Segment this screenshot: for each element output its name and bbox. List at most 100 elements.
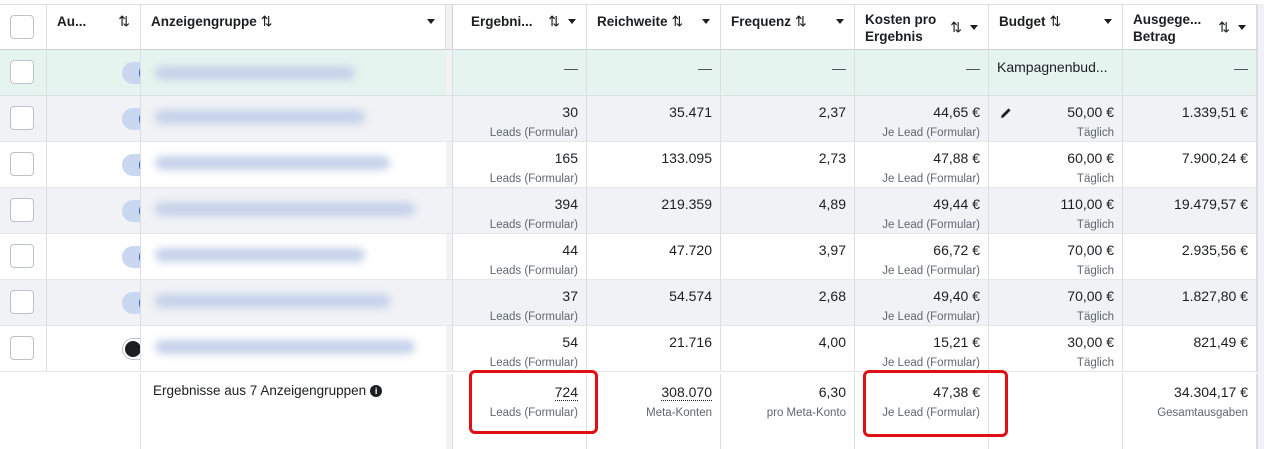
reach-cell: 133.095	[587, 142, 721, 187]
delivery-toggle[interactable]	[122, 154, 140, 176]
chevron-down-icon[interactable]	[427, 19, 435, 24]
budget-cell[interactable]: 50,00 € Täglich	[989, 96, 1123, 141]
sort-icon[interactable]: ⇅	[548, 13, 560, 29]
adset-name-blurred[interactable]	[141, 96, 446, 141]
cost-cell: 44,65 € Je Lead (Formular)	[855, 96, 989, 141]
cost-cell: 15,21 € Je Lead (Formular)	[855, 326, 989, 371]
column-label-results: Ergebni...	[471, 14, 533, 29]
adset-row[interactable]: 30 Leads (Formular) 35.471 2,37 44,65 € Je Le…	[0, 96, 1264, 142]
column-label-adset: Anzeigengruppe ⇅	[151, 13, 273, 29]
budget-cell[interactable]: 60,00 € Täglich	[989, 142, 1123, 187]
adset-row[interactable]: 44 Leads (Formular) 47.720 3,97 66,72 € Je Le…	[0, 234, 1264, 280]
campaign-cost: —	[855, 50, 989, 95]
column-header-amount-spent[interactable]: Ausgege... Betrag ⇅	[1123, 5, 1257, 49]
budget-cell[interactable]: 110,00 € Täglich	[989, 188, 1123, 233]
adset-row[interactable]: 37 Leads (Formular) 54.574 2,68 49,40 € Je Le…	[0, 280, 1264, 326]
results-cell: 165 Leads (Formular)	[453, 142, 587, 187]
column-label-frequency: Frequenz ⇅	[731, 13, 807, 29]
row-checkbox[interactable]	[10, 152, 34, 176]
column-label-budget: Budget ⇅	[999, 13, 1062, 29]
column-header-budget[interactable]: Budget ⇅	[989, 5, 1123, 49]
adset-name-blurred[interactable]	[141, 326, 446, 371]
budget-cell[interactable]: 70,00 € Täglich	[989, 280, 1123, 325]
cost-cell: 47,88 € Je Lead (Formular)	[855, 142, 989, 187]
reach-cell: 35.471	[587, 96, 721, 141]
budget-cell[interactable]: 30,00 € Täglich	[989, 326, 1123, 371]
campaign-spent: —	[1123, 50, 1257, 95]
adset-name-blurred[interactable]	[141, 142, 446, 187]
row-checkbox[interactable]	[10, 60, 34, 84]
cost-cell: 49,44 € Je Lead (Formular)	[855, 188, 989, 233]
cost-cell: 49,40 € Je Lead (Formular)	[855, 280, 989, 325]
sort-icon[interactable]: ⇅	[1218, 19, 1230, 35]
reach-cell: 54.574	[587, 280, 721, 325]
campaign-name-blurred[interactable]	[141, 50, 446, 95]
chevron-down-icon[interactable]	[1104, 19, 1112, 24]
frequency-cell: 2,37	[721, 96, 855, 141]
sort-icon[interactable]: ⇅	[795, 13, 807, 29]
adset-row[interactable]: 54 Leads (Formular) 21.716 4,00 15,21 € Je Le…	[0, 326, 1264, 372]
row-checkbox[interactable]	[10, 198, 34, 222]
column-header-delivery[interactable]: Au... ⇅	[47, 5, 141, 49]
column-header-cost-per-result[interactable]: Kosten pro Ergebnis ⇅	[855, 5, 989, 49]
results-cell: 54 Leads (Formular)	[453, 326, 587, 371]
column-header-frequency[interactable]: Frequenz ⇅	[721, 5, 855, 49]
row-checkbox[interactable]	[10, 290, 34, 314]
frequency-cell: 4,00	[721, 326, 855, 371]
column-header-results[interactable]: Ergebni... ⇅	[453, 5, 587, 49]
frequency-cell: 2,73	[721, 142, 855, 187]
row-checkbox[interactable]	[10, 336, 34, 360]
campaign-reach: —	[587, 50, 721, 95]
campaign-row: — — — — Kampagnenbud... —	[0, 50, 1264, 96]
highlight-box-results	[469, 370, 598, 434]
delivery-toggle[interactable]	[122, 108, 140, 130]
chevron-down-icon[interactable]	[568, 19, 576, 24]
results-cell: 44 Leads (Formular)	[453, 234, 587, 279]
select-all-checkbox[interactable]	[10, 15, 34, 39]
adset-name-blurred[interactable]	[141, 188, 446, 233]
edit-budget-icon[interactable]	[999, 106, 1013, 120]
reach-cell: 21.716	[587, 326, 721, 371]
adset-name-blurred[interactable]	[141, 234, 446, 279]
chevron-down-icon[interactable]	[836, 19, 844, 24]
frequency-cell: 3,97	[721, 234, 855, 279]
delivery-toggle[interactable]	[122, 200, 140, 222]
sort-icon[interactable]: ⇅	[671, 13, 684, 29]
totals-spent: 34.304,17 € Gesamtausgaben	[1123, 374, 1257, 449]
frequency-cell: 2,68	[721, 280, 855, 325]
chevron-down-icon[interactable]	[1238, 25, 1246, 30]
spent-cell: 1.827,80 €	[1123, 280, 1257, 325]
row-checkbox[interactable]	[10, 106, 34, 130]
row-checkbox[interactable]	[10, 244, 34, 268]
column-header-reach[interactable]: Reichweite ⇅	[587, 5, 721, 49]
sort-icon[interactable]: ⇅	[260, 13, 273, 29]
adset-row[interactable]: 394 Leads (Formular) 219.359 4,89 49,44 € Je …	[0, 188, 1264, 234]
delivery-toggle[interactable]	[122, 338, 140, 360]
adset-name-blurred[interactable]	[141, 280, 446, 325]
adset-row[interactable]: 165 Leads (Formular) 133.095 2,73 47,88 € Je …	[0, 142, 1264, 188]
chevron-down-icon[interactable]	[970, 25, 978, 30]
delivery-toggle[interactable]	[122, 62, 140, 84]
campaign-budget: Kampagnenbud...	[989, 50, 1123, 95]
column-header-adset[interactable]: Anzeigengruppe ⇅	[141, 5, 446, 49]
info-icon[interactable]: i	[370, 385, 383, 397]
sort-icon[interactable]: ⇅	[950, 19, 962, 35]
sort-icon[interactable]: ⇅	[1049, 13, 1062, 29]
column-label-reach: Reichweite ⇅	[597, 13, 684, 29]
results-cell: 37 Leads (Formular)	[453, 280, 587, 325]
highlight-box-cost	[863, 370, 1008, 437]
sort-icon[interactable]: ⇅	[118, 13, 130, 29]
column-label-amount-spent: Ausgege... Betrag	[1133, 12, 1202, 44]
delivery-toggle[interactable]	[122, 246, 140, 268]
column-resize-handle[interactable]	[446, 5, 453, 49]
chevron-down-icon[interactable]	[702, 19, 710, 24]
reach-cell: 47.720	[587, 234, 721, 279]
results-cell: 394 Leads (Formular)	[453, 188, 587, 233]
totals-results: 724 Leads (Formular)	[453, 374, 587, 449]
delivery-toggle[interactable]	[122, 292, 140, 314]
campaign-results: —	[453, 50, 587, 95]
budget-cell[interactable]: 70,00 € Täglich	[989, 234, 1123, 279]
reach-cell: 219.359	[587, 188, 721, 233]
spent-cell: 7.900,24 €	[1123, 142, 1257, 187]
campaign-frequency: —	[721, 50, 855, 95]
